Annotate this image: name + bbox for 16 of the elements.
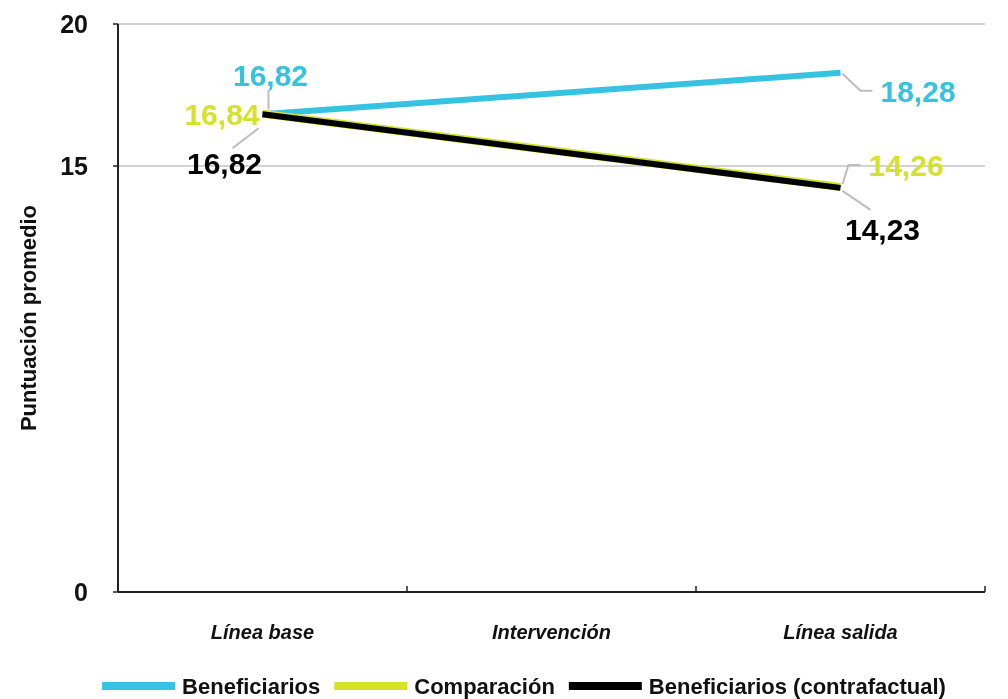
data-label: 14,26	[868, 149, 944, 183]
x-tick-label: Línea base	[210, 621, 315, 643]
y-axis-title: Puntuación promedio	[16, 204, 41, 432]
legend-label: Comparación	[414, 674, 555, 699]
data-label: 18,28	[880, 74, 956, 108]
legend-label: Beneficiarios (contrafactual)	[648, 674, 946, 699]
data-label: 16,82	[186, 147, 263, 181]
data-label: 16,84	[184, 97, 260, 131]
legend-label: Beneficiarios	[182, 674, 321, 699]
data-label: 14,23	[844, 212, 921, 246]
y-tick-label: 15	[60, 151, 89, 180]
x-tick-label: Intervención	[492, 621, 611, 643]
y-tick-label: 0	[74, 577, 88, 606]
x-tick-label: Línea salida	[783, 621, 898, 643]
data-label: 16,82	[232, 59, 309, 93]
y-tick-label: 20	[60, 9, 88, 38]
